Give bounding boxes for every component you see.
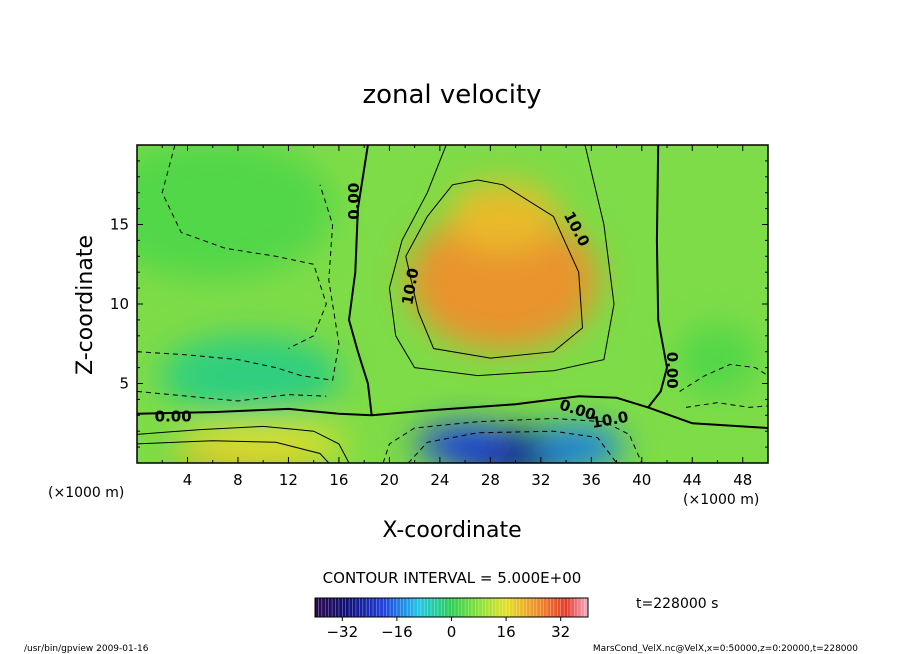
- colorbar-tick-label: 32: [551, 623, 570, 641]
- colorbar-tick-label: −16: [381, 623, 413, 641]
- x-axis-ticks: 4 8 12 16 20 24 28 32 36 40 44 48: [161, 145, 752, 489]
- y-axis-ticks: 5 10 15: [110, 160, 768, 448]
- x-tick-label: 32: [531, 471, 550, 489]
- y-tick-label: 5: [119, 375, 129, 393]
- colorbar-stripes: [318, 598, 585, 617]
- contour-neg-mid-left: [137, 184, 340, 381]
- y-tick-label: 15: [110, 216, 129, 234]
- x-tick-label: 40: [632, 471, 651, 489]
- field-blob: [447, 181, 558, 252]
- colorbar-ticks: −32 −16 0 16 32: [326, 617, 570, 641]
- contour-lines: [137, 145, 768, 463]
- contour-zero-right: [647, 145, 669, 409]
- colorbar-tick-label: −32: [326, 623, 358, 641]
- chart-title: zonal velocity: [362, 80, 541, 110]
- contour-neg-upper-left: [161, 145, 327, 349]
- colorbar-gradient: [315, 598, 588, 617]
- colorbar-tick-label: 0: [447, 623, 457, 641]
- x-tick-label: 20: [380, 471, 399, 489]
- field-blob: [137, 145, 333, 279]
- x-tick-label: 36: [582, 471, 601, 489]
- contour-neg-low-left: [137, 390, 327, 402]
- contour-fifteen-lower-left: [137, 440, 330, 463]
- x-tick-label: 44: [683, 471, 702, 489]
- field-blob: [533, 425, 624, 463]
- x-tick-label: 16: [329, 471, 348, 489]
- contour-neg-right: [679, 363, 768, 392]
- contour-zero-bottom-left: [137, 407, 372, 417]
- field-blob: [160, 335, 341, 416]
- x-tick-label: 8: [233, 471, 243, 489]
- contour-neg-ten: [407, 430, 618, 463]
- field-blob: [415, 423, 516, 463]
- velocity-field: [137, 145, 758, 463]
- contour-ten-lower-left: [137, 425, 350, 463]
- contour-neg-five: [382, 417, 643, 463]
- contour-ten-upper: [405, 179, 584, 359]
- x-tick-label: 12: [279, 471, 298, 489]
- colorbar-tick-label: 16: [497, 623, 516, 641]
- contour-interval: CONTOUR INTERVAL = 5.000E+00: [323, 569, 582, 587]
- contour-label: 0.00: [663, 352, 681, 389]
- x-tick-label: 28: [481, 471, 500, 489]
- x-axis-unit-left: (×1000 m): [48, 485, 124, 501]
- colorbar: −32 −16 0 16 32: [314, 597, 589, 641]
- contour-zero-left: [347, 145, 373, 416]
- x-axis-unit-right: (×1000 m): [683, 492, 759, 508]
- contour-neg-right-low: [685, 402, 768, 408]
- contour-label: 0.00: [155, 408, 192, 426]
- field-blob: [677, 324, 758, 395]
- y-axis-title: Z-coordinate: [73, 235, 98, 375]
- footer-left: /usr/bin/gpview 2009-01-16: [24, 644, 149, 654]
- x-tick-label: 4: [183, 471, 193, 489]
- x-tick-label: 48: [733, 471, 752, 489]
- contour-label: 0.00: [345, 183, 363, 220]
- time-label: t=228000 s: [636, 596, 718, 612]
- contour-five-upper: [388, 145, 615, 377]
- x-axis-title: X-coordinate: [382, 518, 521, 543]
- field-blob: [178, 421, 349, 463]
- field-blob: [407, 210, 598, 351]
- footer-right: MarsCond_VelX.nc@VelX,x=0:50000,z=0:2000…: [593, 644, 858, 654]
- x-tick-label: 24: [430, 471, 449, 489]
- contour-zero-bottom: [371, 395, 768, 429]
- y-tick-label: 10: [110, 295, 129, 313]
